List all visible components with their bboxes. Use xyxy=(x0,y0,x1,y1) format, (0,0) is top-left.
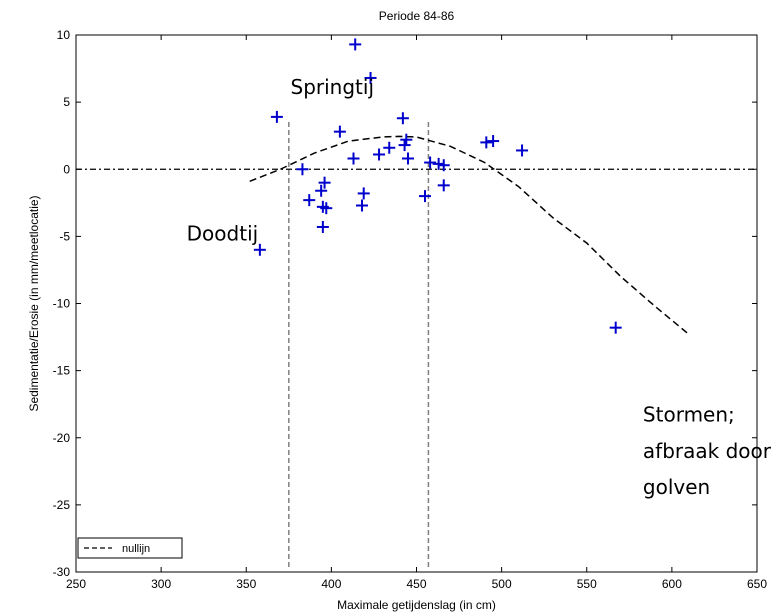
data-point xyxy=(383,141,396,154)
x-axis-label: Maximale getijdenslag (in cm) xyxy=(337,598,496,612)
legend-label-nullijn: nullijn xyxy=(122,543,150,555)
data-point xyxy=(437,179,450,192)
data-point xyxy=(424,156,437,169)
data-point xyxy=(400,133,413,146)
data-point xyxy=(364,71,377,84)
x-tick-label: 450 xyxy=(406,577,426,591)
data-point xyxy=(318,176,331,189)
legend: nullijn xyxy=(77,537,183,559)
data-point xyxy=(349,38,362,51)
legend-box xyxy=(77,537,183,559)
data-point xyxy=(270,110,283,123)
y-tick-label: -15 xyxy=(53,364,71,378)
y-tick-label: 5 xyxy=(63,95,70,109)
x-tick-label: 550 xyxy=(577,577,597,591)
annotation-text: Springtij xyxy=(291,75,375,99)
data-point xyxy=(347,152,360,165)
data-point xyxy=(516,144,529,157)
annotation-text: afbraak door xyxy=(643,439,772,463)
data-point xyxy=(320,202,333,215)
data-point xyxy=(396,112,409,125)
fit-curve-group xyxy=(249,135,690,335)
data-point xyxy=(432,157,445,170)
x-tick-label: 250 xyxy=(66,577,86,591)
y-tick-label: -5 xyxy=(59,229,70,243)
data-point xyxy=(356,199,369,212)
data-point xyxy=(333,125,346,138)
y-tick-label: 0 xyxy=(63,162,70,176)
chart-title: Periode 84-86 xyxy=(379,9,455,23)
x-tick-label: 600 xyxy=(662,577,682,591)
data-point xyxy=(437,159,450,172)
y-axis-label: Sedimentatie/Erosie (in mm/meetlocatie) xyxy=(27,195,41,411)
annotation-text: golven xyxy=(643,475,710,499)
data-point xyxy=(303,194,316,207)
x-tick-label: 650 xyxy=(747,577,767,591)
data-points-group xyxy=(253,38,622,334)
data-point xyxy=(357,187,370,200)
y-tick-label: -30 xyxy=(53,565,71,579)
x-tick-label: 350 xyxy=(236,577,256,591)
fit-curve xyxy=(249,135,690,335)
annotation-text: Stormen; xyxy=(643,403,735,427)
x-axis-ticks: 250 300 350 400 450 500 550 600 650 xyxy=(66,35,767,591)
data-point xyxy=(373,148,386,161)
y-tick-label: 10 xyxy=(57,28,71,42)
data-point xyxy=(253,243,266,256)
vertical-lines-group xyxy=(288,122,430,568)
y-tick-label: -10 xyxy=(53,297,71,311)
y-axis-ticks: 10 5 0 -5 -10 -15 -20 -25 -30 xyxy=(53,28,757,579)
data-point xyxy=(487,135,500,148)
data-point xyxy=(609,321,622,334)
data-point xyxy=(419,190,432,203)
annotations-group: Springtij Doodtij Stormen; afbraak door golv… xyxy=(187,75,772,499)
x-tick-label: 400 xyxy=(321,577,341,591)
y-tick-label: -20 xyxy=(53,431,71,445)
data-point xyxy=(296,163,309,176)
annotation-text: Doodtij xyxy=(187,221,259,245)
data-point xyxy=(480,136,493,149)
data-point xyxy=(398,139,411,152)
x-tick-label: 500 xyxy=(492,577,512,591)
y-tick-label: -25 xyxy=(53,498,71,512)
data-point xyxy=(316,220,329,233)
data-point xyxy=(315,184,328,197)
data-point xyxy=(401,152,414,165)
x-tick-label: 300 xyxy=(151,577,171,591)
